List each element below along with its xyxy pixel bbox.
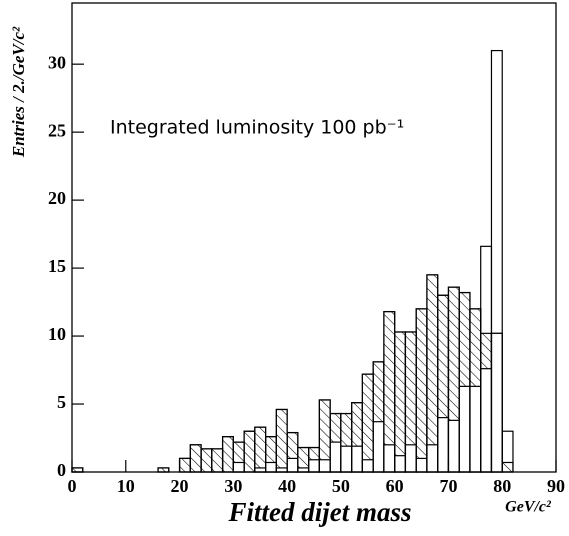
x-axis-label: Fitted dijet mass [227,497,411,527]
histogram-bar [189,444,202,473]
y-tick-label: 5 [57,392,66,412]
frame [71,2,557,473]
y-tick-label: 10 [48,324,66,344]
x-axis-unit: GeV/c² [505,499,552,516]
histogram-bar [447,419,460,473]
x-tick-label: 90 [547,476,565,496]
y-tick-label: 25 [48,120,66,140]
y-tick-label: 0 [57,460,66,480]
plot-area: 0 10 20 30 40 50 60 70 80 90 0 5 10 15 20 25 30 [48,2,565,496]
y-tick-label: 20 [48,188,66,208]
histogram-bar [394,455,407,473]
histogram-bar [243,430,256,473]
histogram-bar [415,308,428,473]
histogram-bar [232,461,245,473]
x-tick-label: 20 [171,476,189,496]
y-tick-label: 30 [48,52,66,72]
histogram-bar [437,417,450,473]
x-tick-label: 40 [278,476,296,496]
histogram-bar [221,436,234,473]
x-tick-label: 0 [68,476,77,496]
histogram-bar [415,457,428,473]
x-tick-label: 30 [224,476,242,496]
histogram-bar [361,459,374,473]
histogram-bar [308,459,320,473]
histogram-bar [211,448,224,473]
histogram-bar [361,373,374,473]
histogram-bar [254,426,267,473]
histogram-bar [426,274,439,473]
y-tick-label: 15 [48,256,66,276]
histogram-bar [318,459,331,473]
histogram-bar [458,385,471,473]
histogram-bar [404,444,417,473]
histogram-bar [340,445,353,473]
x-tick-label: 70 [439,476,457,496]
histogram-bar [275,408,288,473]
x-tick-label: 10 [117,476,135,496]
histogram-bar [426,444,439,473]
histogram-bar [286,457,299,473]
histogram-bar [351,445,363,473]
histogram-bar [501,461,514,473]
histogram-bar [469,385,482,473]
annotation: Integrated luminosity 100 pb⁻¹ [110,117,404,139]
histogram-bar [394,331,407,473]
histogram-bar [480,368,493,473]
histogram-bar [490,332,503,473]
x-tick-label: 60 [386,476,404,496]
histogram-bar [329,441,342,473]
histogram-bar [265,461,277,473]
x-tick-label: 80 [493,476,511,496]
histogram-bar [383,444,396,473]
histogram-bar [200,448,213,473]
x-tick-label: 50 [332,476,350,496]
histogram-bar [372,421,385,473]
y-axis-label: Entries / 2./GeV/c² [9,26,28,158]
histogram-bar [178,457,191,473]
